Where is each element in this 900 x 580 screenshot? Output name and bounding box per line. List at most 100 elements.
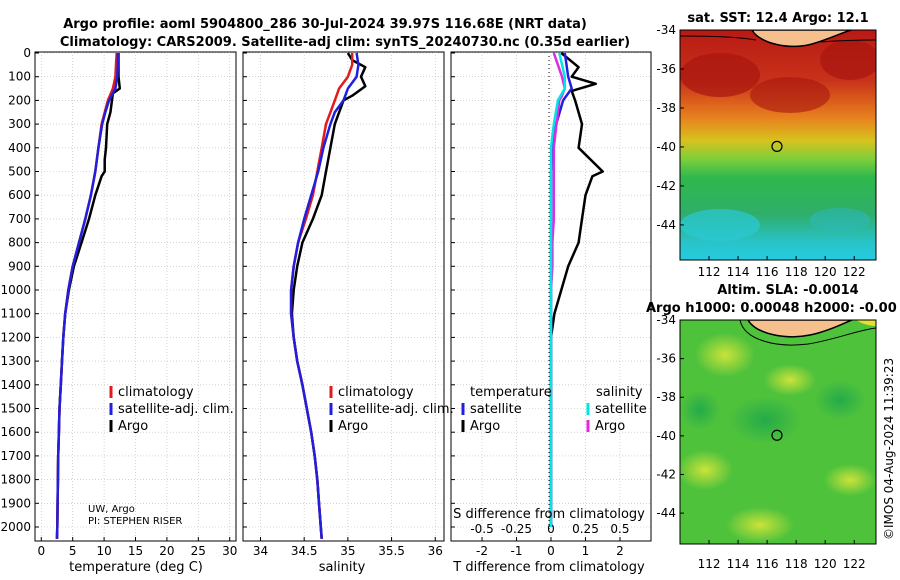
sal-tick-label: 34.5 <box>291 544 318 558</box>
depth-tick-label: 1300 <box>0 354 31 368</box>
temp-tick-label: 15 <box>128 544 143 558</box>
map-ticks: -34 -34 -36 -36 -38 -38 -40 -40 -42 -42 -44 -44 112 1… <box>656 23 865 571</box>
temp-axis-label: temperature (deg C) <box>69 560 203 575</box>
imos-watermark: ©IMOS 04-Aug-2024 11:39:23 <box>882 358 896 540</box>
depth-tick-label: 2000 <box>0 520 31 534</box>
diff-legend-temp-title: temperature <box>470 385 552 400</box>
depth-tick-label: 600 <box>8 188 31 202</box>
sdiff-tick-label: 0 <box>547 522 555 536</box>
sal-tick-label: 36 <box>428 544 443 558</box>
sla-contour <box>739 320 876 346</box>
temp-legend: climatology satellite-adj. clim. Argo <box>109 385 234 434</box>
tdiff-tick-label: 2 <box>616 544 624 558</box>
credit-line2: PI: STEPHEN RISER <box>88 516 182 527</box>
temp-tick-label: 30 <box>222 544 237 558</box>
sst-warm-patch <box>750 77 830 113</box>
x-axis-ticks: 0 5 10 15 20 25 30 34 34.5 35 35.5 36 -2 -1 0 1 2 -0.5 -0.… <box>37 522 629 558</box>
sla-lon-label: 118 <box>785 557 808 571</box>
sla-high-blob <box>680 450 733 490</box>
sla-map <box>680 320 876 544</box>
sst-map-frame <box>679 29 877 261</box>
depth-tick-label: 0 <box>23 46 31 60</box>
sst-cool-patch <box>810 208 870 232</box>
depth-tick-label: 1500 <box>0 402 31 416</box>
sst-lat-label: -42 <box>656 179 676 193</box>
legend-label: satellite-adj. clim. <box>338 402 454 417</box>
legend-label: satellite-adj. clim. <box>118 402 234 417</box>
sla-map-frame <box>679 319 877 545</box>
depth-tick-label: 300 <box>8 117 31 131</box>
temp-satellite-line <box>55 53 120 539</box>
sla-land <box>747 320 853 338</box>
depth-tick-label: 1900 <box>0 496 31 510</box>
sdiff-axis-label: S difference from climatology <box>453 507 645 522</box>
sal-satellite-line <box>289 52 360 539</box>
legend-label: satellite <box>470 402 522 417</box>
sla-high-blob <box>824 464 876 496</box>
diff-legend: temperature satellite Argo salinity sate… <box>461 385 647 434</box>
depth-tick-label: 200 <box>8 93 31 107</box>
tdiff-tick-label: -2 <box>476 544 488 558</box>
sal-axis-label: salinity <box>319 560 366 575</box>
sst-cool-patch <box>680 209 760 241</box>
sst-argo-location <box>771 140 783 152</box>
sst-warm-patch <box>820 40 876 80</box>
depth-tick-label: 1100 <box>0 307 31 321</box>
sla-high-edge <box>856 320 876 326</box>
sdiff-tick-label: 0.25 <box>572 522 599 536</box>
depth-tick-label: 1400 <box>0 378 31 392</box>
sla-map-title2: Argo h1000: 0.00048 h2000: -0.00 <box>646 301 897 316</box>
sst-contour <box>680 35 757 41</box>
sal-panel-frame <box>242 51 445 542</box>
sal-tick-label: 35 <box>340 544 355 558</box>
sla-lon-label: 116 <box>756 557 779 571</box>
sst-lat-label: -38 <box>656 101 676 115</box>
sal-tick-label: 35.5 <box>378 544 405 558</box>
sla-lat-label: -36 <box>656 352 676 366</box>
sla-lon-label: 122 <box>843 557 866 571</box>
sst-lon-label: 118 <box>785 265 808 279</box>
legend-label: climatology <box>338 385 414 400</box>
sdiff-tick-label: -0.5 <box>470 522 493 536</box>
sla-lat-label: -42 <box>656 467 676 481</box>
sla-high-blob <box>695 333 755 377</box>
legend-label: Argo <box>470 419 500 434</box>
credit-line1: UW, Argo <box>88 504 135 515</box>
sla-high-blob <box>726 507 794 543</box>
temp-tick-label: 5 <box>69 544 77 558</box>
sdiff-tick-label: -0.25 <box>501 522 532 536</box>
sst-warm-patch <box>680 53 760 97</box>
depth-tick-label: 900 <box>8 259 31 273</box>
temp-tick-label: 20 <box>159 544 174 558</box>
sst-lon-label: 116 <box>756 265 779 279</box>
sst-lon-label: 114 <box>727 265 750 279</box>
sla-low-blob <box>680 390 720 430</box>
sst-lat-label: -36 <box>656 62 676 76</box>
legend-label: Argo <box>338 419 368 434</box>
depth-tick-label: 400 <box>8 141 31 155</box>
sst-lon-label: 122 <box>843 265 866 279</box>
depth-tick-label: 1200 <box>0 330 31 344</box>
sla-high-blob <box>764 364 816 396</box>
tdiff-tick-label: 0 <box>547 544 555 558</box>
legend-label: climatology <box>118 385 194 400</box>
sdiff-tick-label: 0.5 <box>610 522 629 536</box>
sst-land <box>751 30 853 48</box>
sla-lat-label: -40 <box>656 429 676 443</box>
depth-tick-label: 1800 <box>0 473 31 487</box>
sal-legend: climatology satellite-adj. clim. Argo <box>329 385 454 434</box>
sst-lat-label: -40 <box>656 140 676 154</box>
sla-low-blob <box>814 380 866 420</box>
sst-map <box>680 30 876 260</box>
legend-label: Argo <box>595 419 625 434</box>
depth-tick-label: 500 <box>8 165 31 179</box>
sst-map-title: sat. SST: 12.4 Argo: 12.1 <box>687 11 868 26</box>
figure-title-line2: Climatology: CARS2009. Satellite-adj cli… <box>60 35 630 50</box>
tdiff-axis-label: T difference from climatology <box>452 560 645 575</box>
sla-map-title1: Altim. SLA: -0.0014 <box>717 283 858 298</box>
tdiff-tick-label: 1 <box>582 544 590 558</box>
temp-tick-label: 25 <box>191 544 206 558</box>
sst-lat-label: -34 <box>656 23 676 37</box>
depth-tick-label: 800 <box>8 236 31 250</box>
